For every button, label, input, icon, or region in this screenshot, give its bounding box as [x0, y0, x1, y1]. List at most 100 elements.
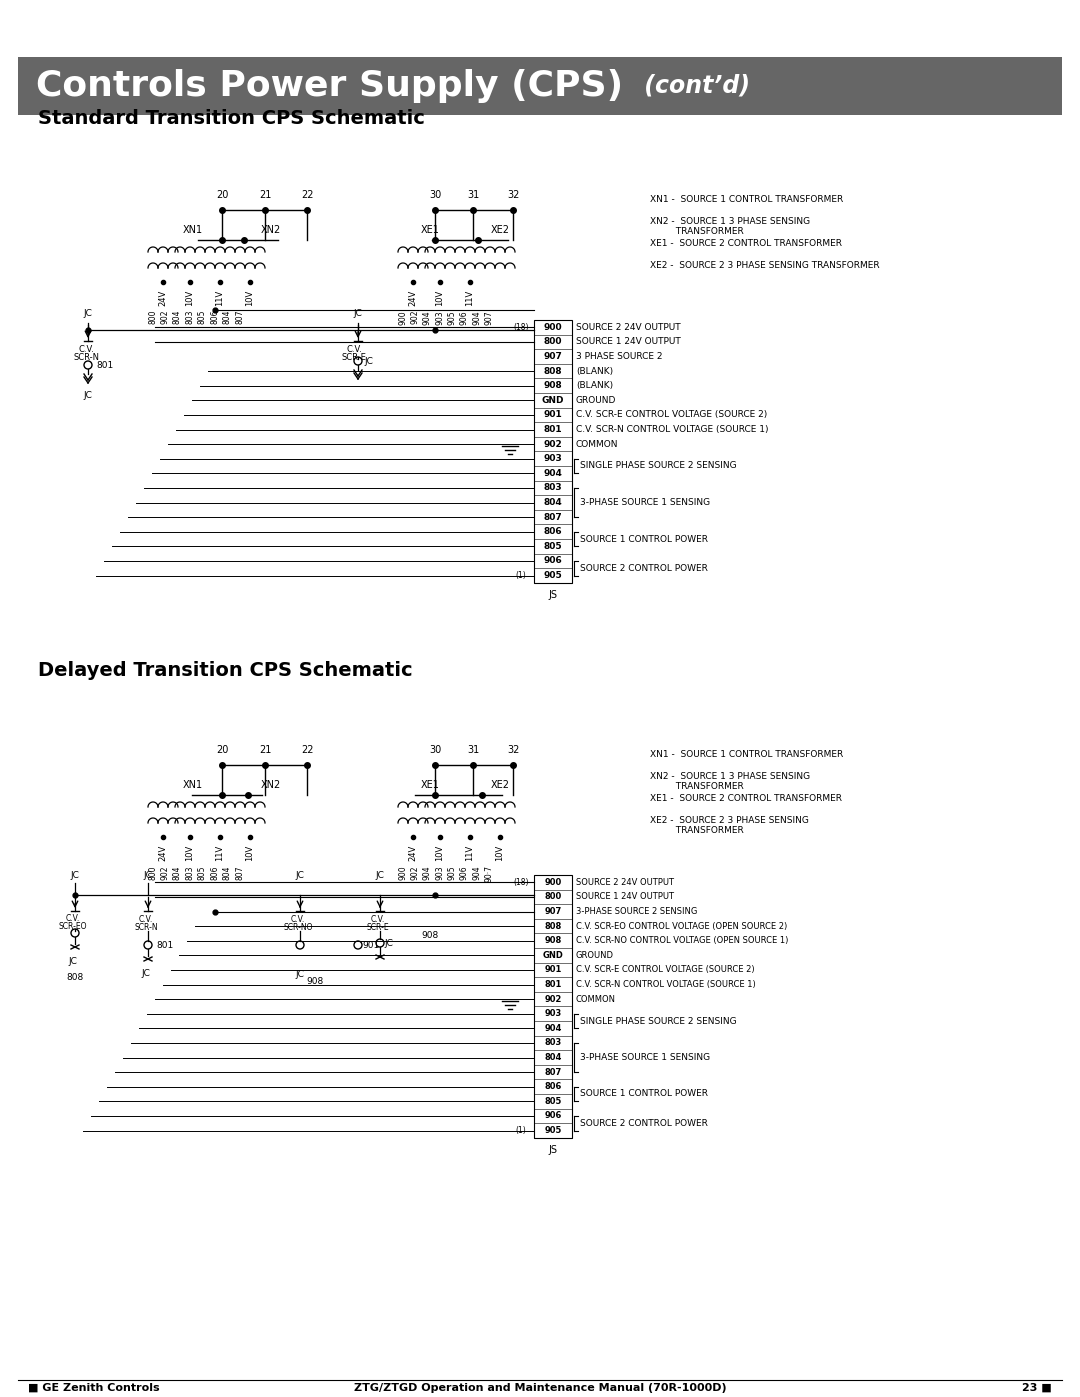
Text: XE2 -  SOURCE 2 3 PHASE SENSING
         TRANSFORMER: XE2 - SOURCE 2 3 PHASE SENSING TRANSFORM… [650, 816, 809, 835]
Text: 32: 32 [507, 745, 519, 754]
Text: 903: 903 [435, 865, 445, 880]
Text: JC: JC [144, 870, 152, 880]
Text: 807: 807 [544, 1067, 562, 1077]
Text: 908: 908 [544, 936, 562, 946]
Text: 10V: 10V [496, 845, 504, 861]
Text: 800: 800 [544, 893, 562, 901]
Text: GROUND: GROUND [576, 951, 615, 960]
Text: 804: 804 [173, 310, 181, 324]
Text: 11V: 11V [465, 291, 474, 306]
Text: JC: JC [68, 957, 78, 965]
Text: 804: 804 [543, 497, 563, 507]
Text: 10V: 10V [245, 291, 255, 306]
Text: SOURCE 1 CONTROL POWER: SOURCE 1 CONTROL POWER [580, 1090, 708, 1098]
Text: 904: 904 [543, 469, 563, 478]
Text: 908: 908 [543, 381, 563, 390]
Text: 900: 900 [543, 323, 563, 332]
Text: 22: 22 [300, 745, 313, 754]
Text: JC: JC [353, 309, 363, 319]
Text: XN1: XN1 [183, 225, 203, 235]
Bar [534, 320, 572, 583]
Text: 900: 900 [399, 310, 407, 324]
Text: 800: 800 [543, 338, 563, 346]
Text: 808: 808 [543, 366, 563, 376]
Text: SCR-E: SCR-E [341, 353, 366, 362]
Text: (18): (18) [513, 323, 529, 332]
Text: 804: 804 [544, 1053, 562, 1062]
Text: C.V. SCR-E CONTROL VOLTAGE (SOURCE 2): C.V. SCR-E CONTROL VOLTAGE (SOURCE 2) [576, 411, 767, 419]
Text: JS: JS [549, 1144, 557, 1155]
Text: 807: 807 [235, 310, 244, 324]
Text: 30: 30 [429, 745, 441, 754]
Text: SOURCE 2 24V OUTPUT: SOURCE 2 24V OUTPUT [576, 877, 674, 887]
Text: 11V: 11V [216, 845, 225, 861]
Text: 807: 807 [235, 865, 244, 880]
Text: JC: JC [384, 939, 393, 947]
Text: 808: 808 [66, 972, 83, 982]
Text: 905: 905 [544, 1126, 562, 1134]
Text: (BLANK): (BLANK) [576, 381, 613, 390]
Text: XN2: XN2 [261, 780, 281, 789]
Text: 807: 807 [543, 513, 563, 521]
Text: 902: 902 [410, 310, 419, 324]
Text: 902: 902 [543, 440, 563, 448]
Text: XE1 -  SOURCE 2 CONTROL TRANSFORMER: XE1 - SOURCE 2 CONTROL TRANSFORMER [650, 239, 842, 249]
Text: GROUND: GROUND [576, 395, 617, 405]
Text: C.V.: C.V. [346, 345, 362, 353]
Text: 21: 21 [259, 190, 271, 200]
Text: 806: 806 [211, 310, 219, 324]
Text: XN1 -  SOURCE 1 CONTROL TRANSFORMER: XN1 - SOURCE 1 CONTROL TRANSFORMER [650, 750, 843, 759]
Text: JC: JC [83, 391, 93, 400]
Text: 800: 800 [149, 310, 158, 324]
Text: 803: 803 [544, 1038, 562, 1048]
Text: XN1 -  SOURCE 1 CONTROL TRANSFORMER: XN1 - SOURCE 1 CONTROL TRANSFORMER [650, 196, 843, 204]
Text: 900: 900 [399, 865, 407, 880]
Text: (1): (1) [515, 571, 526, 580]
Text: SINGLE PHASE SOURCE 2 SENSING: SINGLE PHASE SOURCE 2 SENSING [580, 461, 737, 471]
Text: 902: 902 [161, 310, 170, 324]
Text: JS: JS [549, 590, 557, 599]
Text: XE1 -  SOURCE 2 CONTROL TRANSFORMER: XE1 - SOURCE 2 CONTROL TRANSFORMER [650, 793, 842, 803]
Text: C.V.: C.V. [66, 914, 80, 923]
Text: JC: JC [83, 309, 93, 319]
Text: GND: GND [542, 395, 564, 405]
Text: 10V: 10V [186, 291, 194, 306]
Text: C.V. SCR-EO CONTROL VOLTAGE (OPEN SOURCE 2): C.V. SCR-EO CONTROL VOLTAGE (OPEN SOURCE… [576, 922, 787, 930]
Text: JC: JC [364, 356, 373, 366]
Text: SCR-N: SCR-N [134, 923, 158, 932]
Text: GND: GND [542, 951, 564, 960]
Bar [534, 875, 572, 1137]
Text: SCR-E: SCR-E [367, 923, 389, 932]
Text: (1): (1) [515, 1126, 526, 1134]
Text: 24V: 24V [408, 291, 418, 306]
Text: 801: 801 [96, 360, 113, 369]
Text: 804: 804 [222, 865, 231, 880]
Text: 805: 805 [544, 1097, 562, 1106]
Text: 804: 804 [173, 865, 181, 880]
Bar [18, 57, 1062, 115]
Text: 20: 20 [216, 190, 228, 200]
Text: 11V: 11V [465, 845, 474, 861]
Text: 903: 903 [544, 1009, 562, 1018]
Text: 904: 904 [422, 310, 432, 324]
Text: 904: 904 [422, 865, 432, 880]
Text: 904: 904 [473, 865, 482, 880]
Text: SOURCE 2 CONTROL POWER: SOURCE 2 CONTROL POWER [580, 564, 707, 573]
Text: C.V. SCR-N CONTROL VOLTAGE (SOURCE 1): C.V. SCR-N CONTROL VOLTAGE (SOURCE 1) [576, 981, 756, 989]
Text: XE1: XE1 [420, 225, 440, 235]
Text: JC: JC [376, 870, 384, 880]
Text: (18): (18) [513, 877, 529, 887]
Text: 804: 804 [222, 310, 231, 324]
Text: XN2 -  SOURCE 1 3 PHASE SENSING
         TRANSFORMER: XN2 - SOURCE 1 3 PHASE SENSING TRANSFORM… [650, 773, 810, 791]
Text: 907: 907 [543, 352, 563, 360]
Text: 803: 803 [186, 865, 194, 880]
Text: SOURCE 2 CONTROL POWER: SOURCE 2 CONTROL POWER [580, 1119, 707, 1127]
Text: XE2: XE2 [490, 780, 510, 789]
Text: Controls Power Supply (CPS): Controls Power Supply (CPS) [36, 68, 623, 103]
Text: C.V. SCR-E CONTROL VOLTAGE (SOURCE 2): C.V. SCR-E CONTROL VOLTAGE (SOURCE 2) [576, 965, 755, 974]
Text: 3 PHASE SOURCE 2: 3 PHASE SOURCE 2 [576, 352, 662, 360]
Text: 3-PHASE SOURCE 2 SENSING: 3-PHASE SOURCE 2 SENSING [576, 907, 698, 916]
Text: 801: 801 [543, 425, 563, 434]
Text: 905: 905 [447, 865, 457, 880]
Text: 805: 805 [198, 310, 206, 324]
